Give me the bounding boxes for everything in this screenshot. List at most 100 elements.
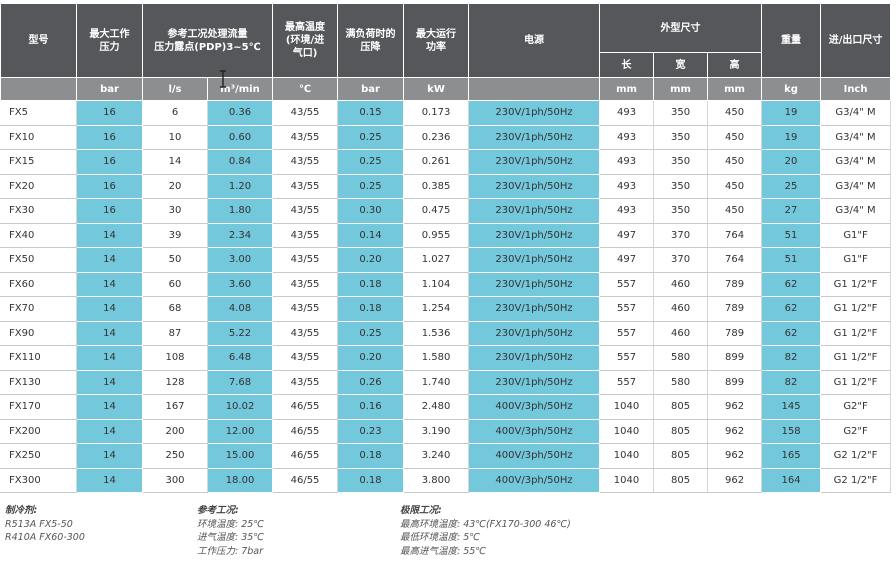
cell-width: 805 — [653, 467, 709, 493]
cell-ports: G2 1/2"F — [820, 443, 892, 469]
cell-max-temp: 46/55 — [272, 394, 339, 420]
cell-weight: 27 — [761, 198, 822, 224]
table-row: FX250 14 250 15.00 46/55 0.18 3.240 400V/3ph/50… — [0, 443, 892, 469]
cell-flow-m3: 15.00 — [206, 443, 274, 469]
cell-power-supply: 230V/1ph/50Hz — [468, 173, 601, 199]
cell-flow-ls: 10 — [142, 124, 208, 150]
header-ports: 进/出口尺寸 — [820, 3, 892, 78]
cell-flow-m3: 4.08 — [206, 296, 274, 322]
cell-power-supply: 400V/3ph/50Hz — [468, 394, 601, 420]
cell-width: 350 — [653, 100, 709, 126]
cell-model: FX200 — [0, 418, 77, 444]
cell-ports: G1 1/2"F — [820, 320, 892, 346]
cell-ports: G2"F — [820, 394, 892, 420]
cell-width: 460 — [653, 320, 709, 346]
text-cursor-icon — [220, 70, 226, 88]
cell-width: 805 — [653, 418, 709, 444]
notes-limit: 极限工况: 最高环境温度: 43℃(FX170-300 46℃) 最低环境温度:… — [400, 504, 571, 558]
cell-weight: 19 — [761, 100, 822, 126]
cell-power-supply: 230V/1ph/50Hz — [468, 124, 601, 150]
table-row: FX130 14 128 7.68 43/55 0.26 1.740 230V/1ph/50H… — [0, 369, 892, 395]
cell-power-supply: 230V/1ph/50Hz — [468, 271, 601, 297]
cell-max-temp: 43/55 — [272, 173, 339, 199]
cell-model: FX10 — [0, 124, 77, 150]
cell-max-pressure: 14 — [76, 369, 143, 395]
cell-max-pressure: 14 — [76, 296, 143, 322]
cell-width: 370 — [653, 222, 709, 248]
cell-width: 350 — [653, 124, 709, 150]
cell-ports: G3/4" M — [820, 198, 892, 224]
cell-flow-ls: 30 — [142, 198, 208, 224]
cell-flow-ls: 128 — [142, 369, 208, 395]
header-width: 宽 — [653, 52, 709, 78]
cell-model: FX90 — [0, 320, 77, 346]
cell-max-pressure: 16 — [76, 100, 143, 126]
header-max-pressure: 最大工作 压力 — [76, 3, 143, 78]
cell-weight: 164 — [761, 467, 822, 493]
cell-height: 450 — [707, 100, 763, 126]
cell-width: 370 — [653, 247, 709, 273]
table-row: FX40 14 39 2.34 43/55 0.14 0.955 230V/1ph/50Hz 4… — [0, 222, 892, 248]
cell-power-supply: 230V/1ph/50Hz — [468, 100, 601, 126]
header-dimensions: 外型尺寸 — [599, 3, 763, 53]
unit-flow-m3: m³/min — [206, 77, 274, 101]
cell-power-supply: 400V/3ph/50Hz — [468, 443, 601, 469]
cell-weight: 20 — [761, 149, 822, 175]
cell-flow-ls: 6 — [142, 100, 208, 126]
cell-width: 350 — [653, 198, 709, 224]
cell-max-pressure: 16 — [76, 149, 143, 175]
cell-ports: G1 1/2"F — [820, 369, 892, 395]
cell-flow-m3: 3.60 — [206, 271, 274, 297]
cell-width: 350 — [653, 149, 709, 175]
cell-max-power: 0.236 — [403, 124, 470, 150]
cell-flow-ls: 167 — [142, 394, 208, 420]
cell-weight: 62 — [761, 296, 822, 322]
cell-pressure-drop: 0.20 — [337, 247, 405, 273]
unit-length: mm — [599, 77, 655, 101]
table-row: FX110 14 108 6.48 43/55 0.20 1.580 230V/1ph/50H… — [0, 345, 892, 371]
cell-length: 493 — [599, 124, 655, 150]
cell-ports: G3/4" M — [820, 124, 892, 150]
cell-length: 1040 — [599, 394, 655, 420]
cell-max-temp: 43/55 — [272, 271, 339, 297]
cell-weight: 82 — [761, 345, 822, 371]
cell-max-power: 1.104 — [403, 271, 470, 297]
cell-length: 557 — [599, 320, 655, 346]
cell-ports: G1"F — [820, 222, 892, 248]
cell-ports: G1"F — [820, 247, 892, 273]
cell-pressure-drop: 0.18 — [337, 271, 405, 297]
notes-line: R513A FX5-50 — [5, 518, 73, 530]
cell-flow-ls: 50 — [142, 247, 208, 273]
cell-max-power: 0.261 — [403, 149, 470, 175]
cell-model: FX5 — [0, 100, 77, 126]
table-row: FX60 14 60 3.60 43/55 0.18 1.104 230V/1ph/50Hz 5… — [0, 271, 892, 297]
unit-model — [0, 77, 77, 101]
table-row: FX300 14 300 18.00 46/55 0.18 3.800 400V/3ph/50… — [0, 467, 892, 493]
cell-model: FX70 — [0, 296, 77, 322]
cell-pressure-drop: 0.25 — [337, 173, 405, 199]
cell-height: 962 — [707, 443, 763, 469]
cell-max-temp: 46/55 — [272, 443, 339, 469]
cell-power-supply: 230V/1ph/50Hz — [468, 222, 601, 248]
cell-max-pressure: 14 — [76, 418, 143, 444]
notes-line: 环境温度: 25℃ — [197, 518, 264, 530]
spec-table: 型号 最大工作 压力 参考工况处理流量 压力露点(PDP)3~5℃ 最高温度 (环境/… — [0, 3, 892, 493]
cell-width: 805 — [653, 443, 709, 469]
cell-ports: G3/4" M — [820, 173, 892, 199]
cell-flow-m3: 1.20 — [206, 173, 274, 199]
cell-power-supply: 230V/1ph/50Hz — [468, 296, 601, 322]
cell-max-temp: 43/55 — [272, 247, 339, 273]
unit-width: mm — [653, 77, 709, 101]
cell-max-power: 3.190 — [403, 418, 470, 444]
cell-pressure-drop: 0.15 — [337, 100, 405, 126]
cell-height: 962 — [707, 467, 763, 493]
header-height: 高 — [707, 52, 763, 78]
cell-flow-m3: 3.00 — [206, 247, 274, 273]
table-row: FX200 14 200 12.00 46/55 0.23 3.190 400V/3ph/50… — [0, 418, 892, 444]
cell-power-supply: 230V/1ph/50Hz — [468, 198, 601, 224]
cell-power-supply: 400V/3ph/50Hz — [468, 467, 601, 493]
cell-pressure-drop: 0.23 — [337, 418, 405, 444]
cell-flow-m3: 12.00 — [206, 418, 274, 444]
cell-model: FX40 — [0, 222, 77, 248]
cell-max-power: 3.240 — [403, 443, 470, 469]
